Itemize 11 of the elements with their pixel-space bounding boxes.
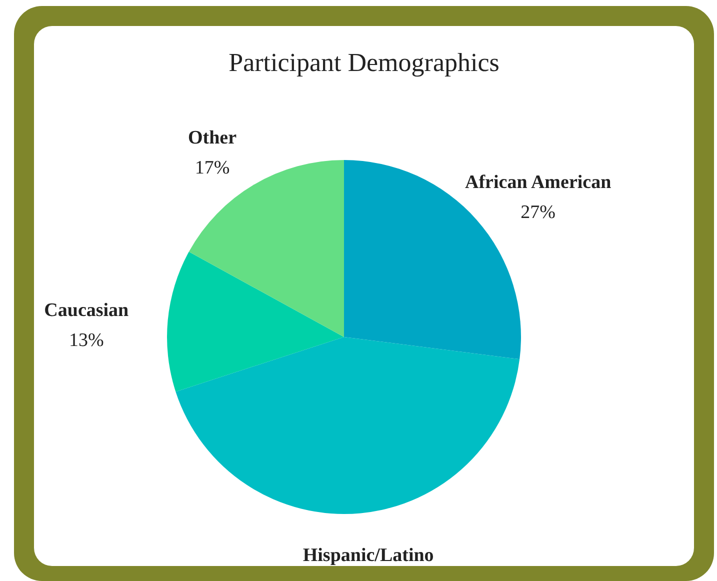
data-label: 17% [194, 157, 230, 178]
data-label: 27% [520, 202, 556, 224]
pie-slice [176, 337, 520, 514]
pie-slice [167, 252, 344, 392]
slice-label: Caucasian [44, 300, 130, 321]
slice-label: Hispanic/Latino [302, 545, 434, 566]
data-label: 13% [68, 330, 104, 351]
pie-slice [188, 160, 344, 337]
slice-label: African American [465, 172, 612, 194]
slice-label: Other [188, 127, 238, 148]
chart-title: Participant Demographics [228, 48, 500, 77]
